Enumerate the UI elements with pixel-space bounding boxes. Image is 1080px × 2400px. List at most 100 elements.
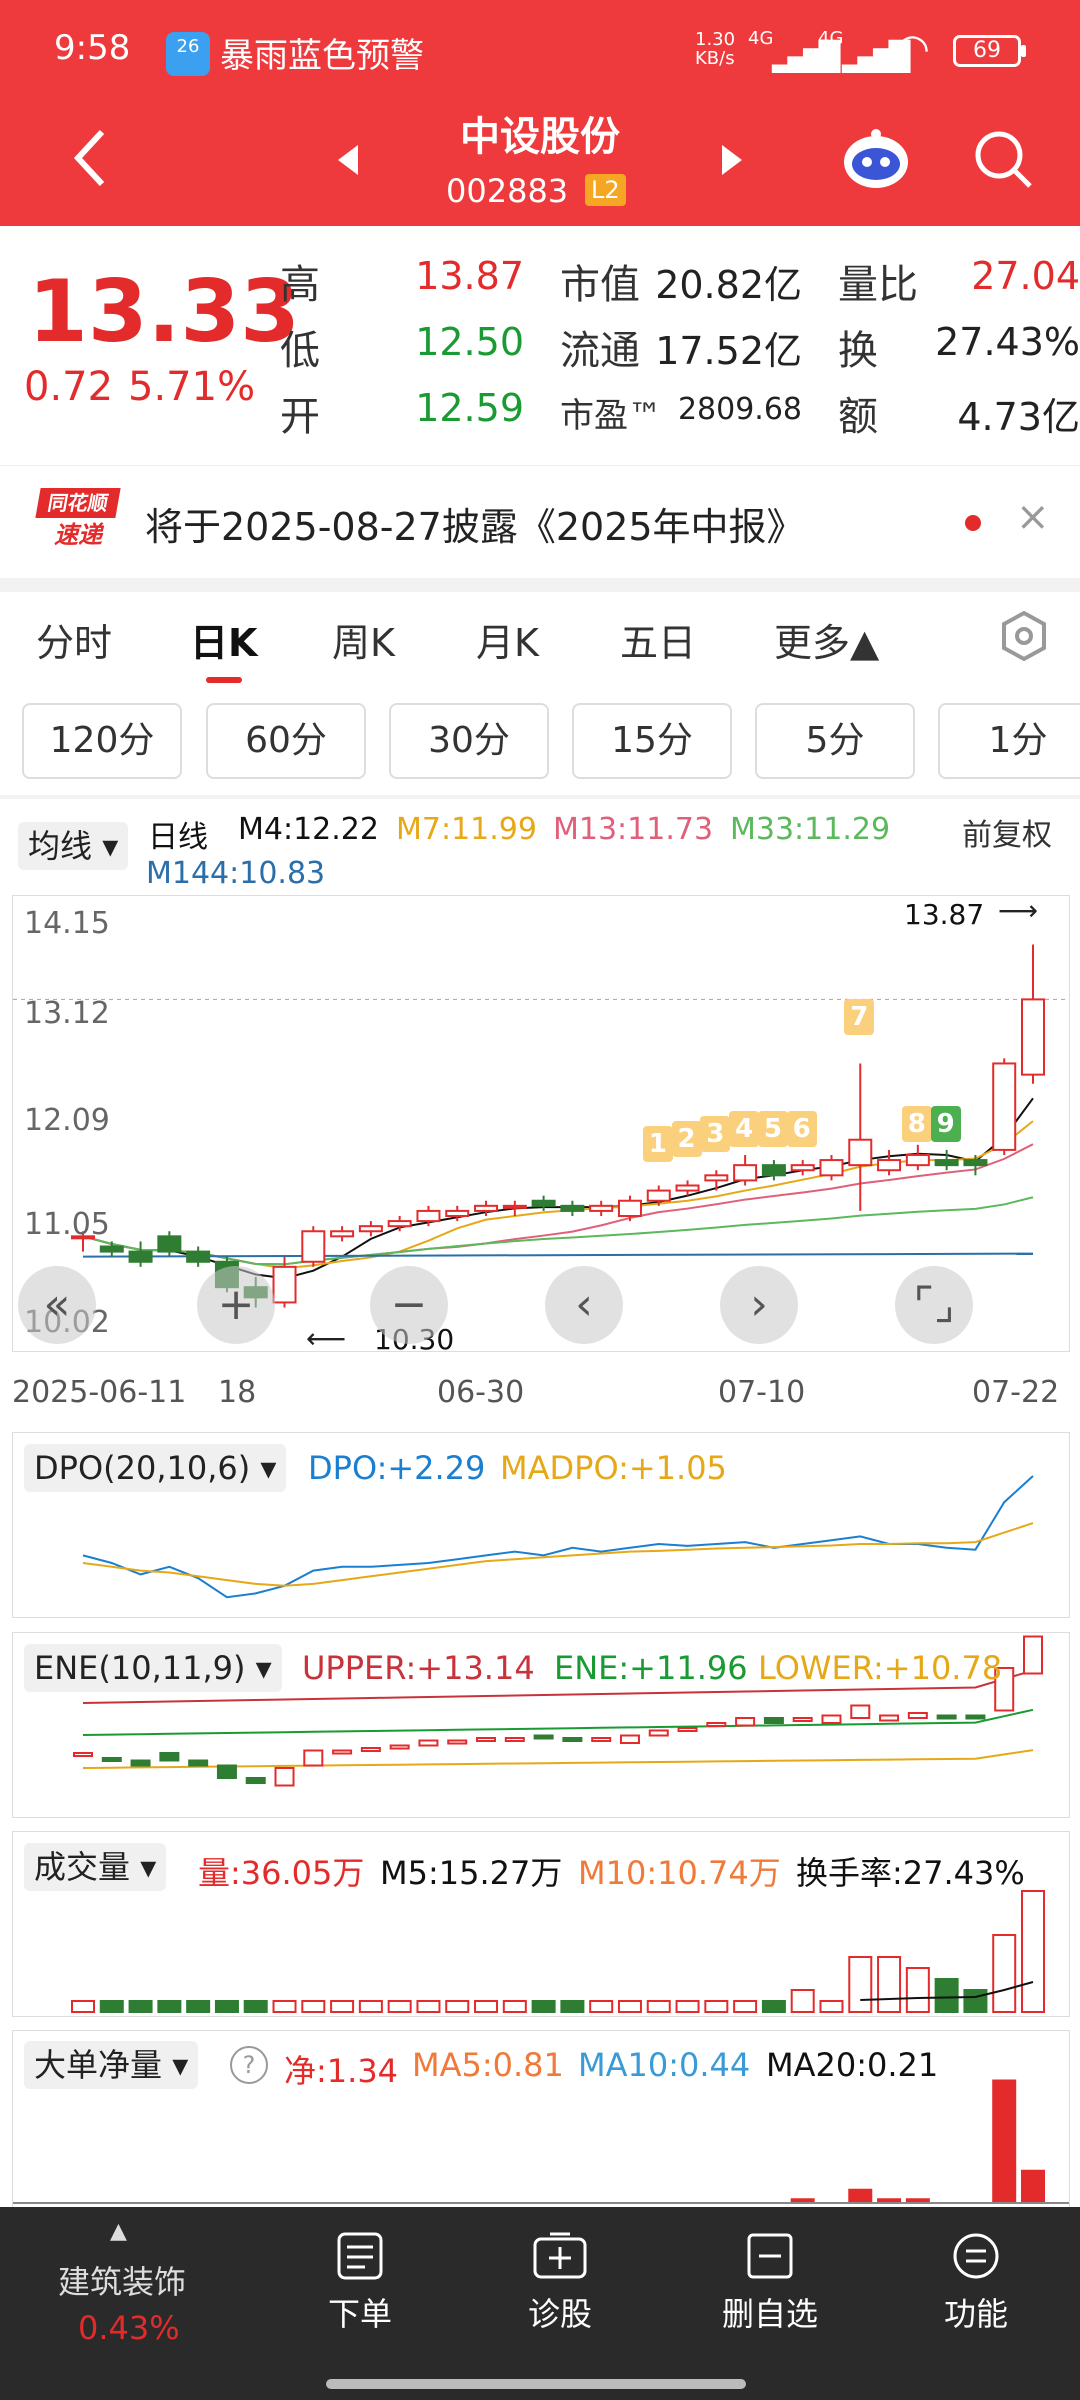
volume-ratio-label: 量比: [838, 262, 918, 308]
signal-icon-2: ▂▄▆█: [842, 40, 910, 73]
notice-bar[interactable]: 同花顺 速递 将于2025-08-27披露《2025年中报》 ×: [0, 465, 1080, 578]
dpo-panel[interactable]: [12, 1432, 1070, 1618]
bigorder-panel[interactable]: [12, 2030, 1070, 2208]
ene-candle: [591, 1737, 612, 1742]
close-icon[interactable]: ×: [1016, 494, 1050, 540]
ene-mid: ENE:+11.96: [554, 1649, 748, 1687]
ene-candle: [907, 1712, 928, 1719]
volume-bar: [157, 2000, 182, 2013]
volume-panel[interactable]: [12, 1831, 1070, 2017]
battery-icon: 69: [953, 35, 1026, 67]
ene-candle: [245, 1777, 266, 1784]
status-time: 9:58: [54, 28, 131, 68]
candle-body: [905, 1153, 930, 1167]
bigorder-selector[interactable]: 大单净量 ▾: [24, 2041, 199, 2089]
kline-chart: [13, 944, 1069, 1308]
level2-badge[interactable]: L2: [585, 174, 626, 206]
candle-body: [128, 1250, 153, 1263]
function-button[interactable]: 功能: [926, 2207, 1026, 2335]
home-indicator: [326, 2379, 746, 2389]
bigorder-bar: [992, 2079, 1017, 2203]
turnover-label: 换: [838, 328, 878, 374]
settings-hex-icon[interactable]: [1000, 610, 1048, 662]
x-tick-5: 07-22: [972, 1375, 1060, 1410]
fullscreen-icon[interactable]: ⌜⌟: [895, 1266, 973, 1344]
volume-bar: [963, 1989, 988, 2013]
y-tick-3: 12.09: [24, 1103, 110, 1138]
order-icon: [337, 2232, 383, 2280]
period-60m[interactable]: 60分: [206, 703, 366, 779]
candle-body: [358, 1225, 383, 1233]
tab-weekly-k[interactable]: 周K: [332, 621, 395, 665]
volume-bar: [761, 2000, 786, 2013]
weather-badge: 26: [176, 36, 200, 57]
move-right-icon[interactable]: ›: [720, 1266, 798, 1344]
high-mark: 13.87: [904, 898, 985, 931]
tab-more[interactable]: 更多▲: [774, 621, 880, 665]
back-arrow-icon[interactable]: [70, 128, 110, 188]
sector-name[interactable]: 建筑装饰: [58, 2263, 187, 2301]
volume-bar: [272, 2000, 297, 2013]
bigorder-bar: [790, 2198, 815, 2203]
ene-selector[interactable]: ENE(10,11,9) ▾: [24, 1644, 282, 1692]
kline-panel[interactable]: [12, 895, 1070, 1352]
float-value: 17.52亿: [655, 329, 802, 373]
ene-candle: [619, 1734, 640, 1744]
divider-2: [0, 795, 1080, 799]
ene-candle: [216, 1764, 237, 1779]
volume-bar: [934, 1978, 959, 2013]
order-button[interactable]: 下单: [310, 2207, 410, 2335]
tab-five-day[interactable]: 五日: [620, 621, 697, 665]
volume-bar: [877, 1956, 902, 2013]
tab-daily-k[interactable]: 日K: [190, 621, 258, 665]
madpo-value: MADPO:+1.05: [500, 1449, 727, 1487]
tab-monthly-k[interactable]: 月K: [476, 621, 539, 665]
ma-m33: M33:11.29: [730, 812, 891, 847]
period-5m[interactable]: 5分: [755, 703, 915, 779]
bigorder-bar: [877, 2198, 902, 2203]
zoom-left-icon[interactable]: «: [18, 1266, 96, 1344]
next-stock-icon[interactable]: [720, 143, 744, 177]
x-tick-4: 07-10: [718, 1375, 806, 1410]
prev-stock-icon[interactable]: [336, 143, 360, 177]
period-15m[interactable]: 15分: [572, 703, 732, 779]
adjust-mode[interactable]: 前复权: [962, 818, 1052, 853]
diagnose-button[interactable]: 诊股: [510, 2207, 610, 2335]
ene-candle: [476, 1737, 497, 1742]
ma-type: 日线: [148, 820, 208, 855]
signal-badge: 2: [671, 1121, 702, 1158]
dpo-selector[interactable]: DPO(20,10,6) ▾: [24, 1444, 287, 1492]
expand-up-icon[interactable]: ▲: [110, 2219, 127, 2244]
period-30m[interactable]: 30分: [389, 703, 549, 779]
function-label: 功能: [943, 2295, 1008, 2333]
ene-candle: [447, 1739, 468, 1745]
stock-code: 002883: [446, 172, 569, 210]
diagnose-icon: [533, 2232, 587, 2279]
ene-candle: [677, 1727, 698, 1732]
dpo-label: DPO(20,10,6): [34, 1449, 251, 1487]
sector-pct: 0.43%: [78, 2309, 180, 2347]
volume-selector[interactable]: 成交量 ▾: [24, 1843, 167, 1891]
period-120m[interactable]: 120分: [22, 703, 182, 779]
amount-label: 额: [838, 394, 878, 440]
ene-candle: [850, 1704, 871, 1719]
zoom-in-icon[interactable]: +: [197, 1266, 275, 1344]
ma-selector[interactable]: 均线 ▾: [18, 822, 129, 870]
move-left-icon[interactable]: ‹: [545, 1266, 623, 1344]
market-value: 20.82亿: [655, 263, 802, 307]
volume-bar: [416, 2000, 441, 2013]
tab-fenshi[interactable]: 分时: [36, 621, 113, 665]
robot-assistant-icon[interactable]: [840, 126, 912, 190]
volume-bar: [589, 2000, 614, 2013]
volume-bar: [646, 2000, 671, 2013]
period-1m[interactable]: 1分: [938, 703, 1080, 779]
help-icon[interactable]: ?: [230, 2046, 268, 2084]
ene-panel[interactable]: [12, 1632, 1070, 1818]
volume-bar: [474, 2000, 499, 2013]
zoom-out-icon[interactable]: −: [370, 1266, 448, 1344]
remove-watch-label: 删自选: [721, 2295, 818, 2333]
search-icon[interactable]: [972, 128, 1034, 190]
ene-candle: [504, 1737, 525, 1742]
remove-watch-button[interactable]: 删自选: [700, 2207, 840, 2335]
candle-body: [733, 1164, 758, 1182]
